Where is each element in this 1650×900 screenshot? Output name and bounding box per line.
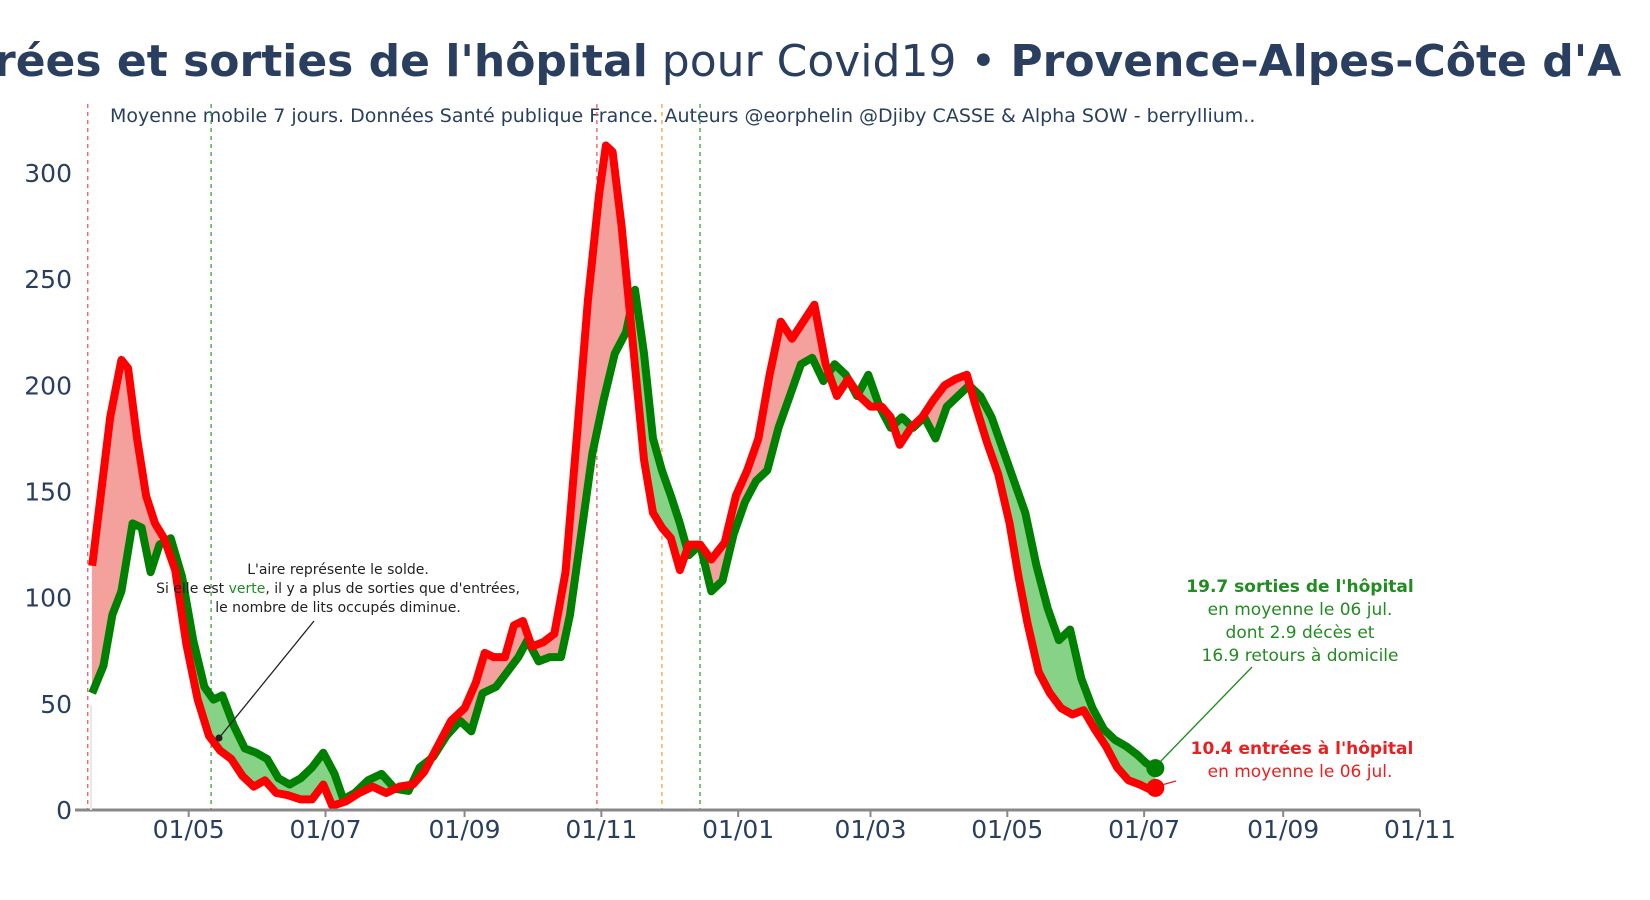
exits-annotation: 19.7 sorties de l'hôpital en moyenne le … — [1159, 577, 1414, 763]
balance-band — [1058, 637, 1062, 709]
x-tick-label: 01/05 — [153, 815, 225, 844]
series-lines — [88, 141, 1158, 810]
balance-band — [116, 371, 120, 604]
balance-band — [486, 653, 490, 692]
x-tick-label: 01/05 — [971, 815, 1043, 844]
x-tick-label: 01/11 — [1384, 815, 1456, 844]
note-line-3: le nombre de lits occupés diminue. — [215, 600, 461, 616]
balance-band — [118, 359, 122, 598]
balance-band — [610, 149, 613, 373]
exits-annotation-connector — [1159, 666, 1253, 763]
y-tick-label: 50 — [40, 690, 72, 719]
chart-subtitle: Moyenne mobile 7 jours. Données Santé pu… — [110, 105, 1255, 127]
note-line-2-post: , il y a plus de sorties que d'entrées, — [265, 581, 520, 597]
y-tick-label: 150 — [24, 478, 72, 507]
title-part-2: pour Covid19 • — [648, 36, 1011, 87]
end-markers — [1146, 759, 1165, 797]
x-tick-label: 01/01 — [702, 815, 774, 844]
entries-annotation-line-2: en moyenne le 06 jul. — [1208, 762, 1393, 782]
balance-band — [1065, 630, 1069, 713]
note-line-2-pre: Si elle est — [156, 581, 229, 597]
y-tick-label: 250 — [24, 265, 72, 294]
y-tick-label: 0 — [56, 796, 72, 825]
x-tick-label: 01/07 — [289, 815, 361, 844]
y-tick-label: 300 — [24, 159, 72, 188]
note-arrow — [218, 620, 315, 739]
exits-annotation-line-2: en moyenne le 06 jul. — [1208, 600, 1393, 620]
balance-band — [605, 144, 609, 391]
note-line-1: L'aire représente le solde. — [247, 562, 429, 578]
exits-annotation-line-4: 16.9 retours à domicile — [1202, 646, 1399, 666]
balance-band — [91, 547, 95, 694]
title-part-3: Provence-Alpes-Côte d'A — [1010, 36, 1621, 87]
x-tick-label: 01/09 — [1247, 815, 1319, 844]
balance-band — [1063, 633, 1066, 712]
exits-annotation-line-1: 19.7 sorties de l'hôpital — [1186, 577, 1413, 597]
x-tick-label: 01/11 — [565, 815, 637, 844]
chart-title: rées et sorties de l'hôpital pour Covid1… — [0, 36, 1621, 87]
note-line-2-green: verte — [229, 581, 266, 597]
balance-band — [1056, 633, 1060, 707]
exits-line — [88, 285, 1158, 804]
y-tick-label: 100 — [24, 584, 72, 613]
exits-end-marker — [1146, 759, 1165, 778]
exits-annotation-line-3: dont 2.9 décès et — [1226, 623, 1375, 643]
y-tick-label: 200 — [24, 371, 72, 400]
y-axis-ticks: 0 50 100 150 200 250 300 — [24, 159, 72, 825]
title-part-1: rées et sorties de l'hôpital — [0, 36, 648, 87]
entries-annotation: 10.4 entrées à l'hôpital en moyenne le 0… — [1157, 739, 1414, 787]
balance-band — [114, 382, 118, 609]
entries-line — [88, 141, 1156, 810]
x-axis-ticks: 01/05 01/07 01/09 01/11 01/01 01/03 01/05 01/07… — [153, 810, 1456, 844]
x-tick-label: 01/03 — [834, 815, 906, 844]
entries-end-marker — [1146, 778, 1165, 797]
x-tick-label: 01/07 — [1108, 815, 1180, 844]
note-arrow-head — [215, 734, 223, 742]
balance-band — [607, 146, 611, 382]
entries-annotation-line-1: 10.4 entrées à l'hôpital — [1191, 739, 1414, 759]
area-explanation-note: L'aire représente le solde. Si elle est … — [156, 562, 520, 742]
x-tick-label: 01/09 — [429, 815, 501, 844]
note-line-2: Si elle est verte, il y a plus de sortie… — [156, 581, 520, 597]
balance-band — [1060, 635, 1064, 710]
